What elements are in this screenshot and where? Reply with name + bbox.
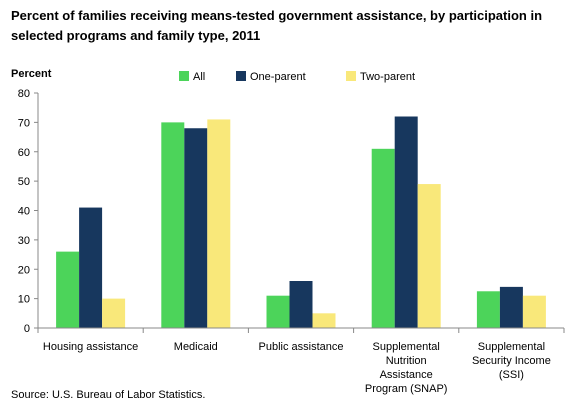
bar-two-parent [417,184,441,328]
bar-one-parent [184,128,208,328]
source-note: Source: U.S. Bureau of Labor Statistics. [11,389,206,401]
y-tick-label: 60 [18,147,30,159]
x-tick-label: Supplemental [373,341,440,353]
x-tick-label: Medicaid [174,341,218,353]
y-tick-label: 40 [18,206,30,218]
bar-all [371,148,395,328]
bar-all [266,295,290,328]
y-tick-label: 20 [18,264,30,276]
bars [56,116,546,328]
bar-one-parent [79,207,103,328]
bar-two-parent [102,298,126,328]
x-tick-label: Supplemental [478,341,545,353]
legend-swatch [236,71,246,81]
legend-label: All [193,71,205,83]
y-axis-label: Percent [11,68,52,80]
y-tick-label: 30 [18,235,30,247]
y-tick-label: 50 [18,176,30,188]
bar-two-parent [312,313,336,328]
legend-label: Two-parent [360,71,415,83]
x-axis: Housing assistance Medicaid Public assista… [37,327,565,395]
x-tick-label: Nutrition [386,355,427,367]
y-tick-label: 80 [18,88,30,100]
bar-two-parent [207,119,231,328]
bar-one-parent [289,281,313,328]
x-tick-label: (SSI) [499,369,524,381]
bar-all [56,251,80,328]
chart-title: Percent of families receiving means-test… [11,8,543,43]
x-tick-label: Assistance [380,369,433,381]
y-tick-label: 0 [24,323,30,335]
bar-all [161,122,185,328]
y-tick-label: 10 [18,294,30,306]
y-tick-label: 70 [18,117,30,129]
y-axis: 0 10 20 30 40 50 60 70 80 [18,88,39,335]
legend-swatch [346,71,356,81]
x-tick-label: Program (SNAP) [365,383,448,395]
bar-two-parent [522,295,546,328]
legend: All One-parent Two-parent [179,71,415,83]
legend-swatch [179,71,189,81]
bar-one-parent [394,116,418,328]
x-tick-label: Housing assistance [43,341,138,353]
x-tick-label: Public assistance [259,341,344,353]
legend-label: One-parent [250,71,306,83]
bar-all [476,291,500,328]
x-tick-label: Security Income [472,355,551,367]
bar-one-parent [499,286,523,328]
